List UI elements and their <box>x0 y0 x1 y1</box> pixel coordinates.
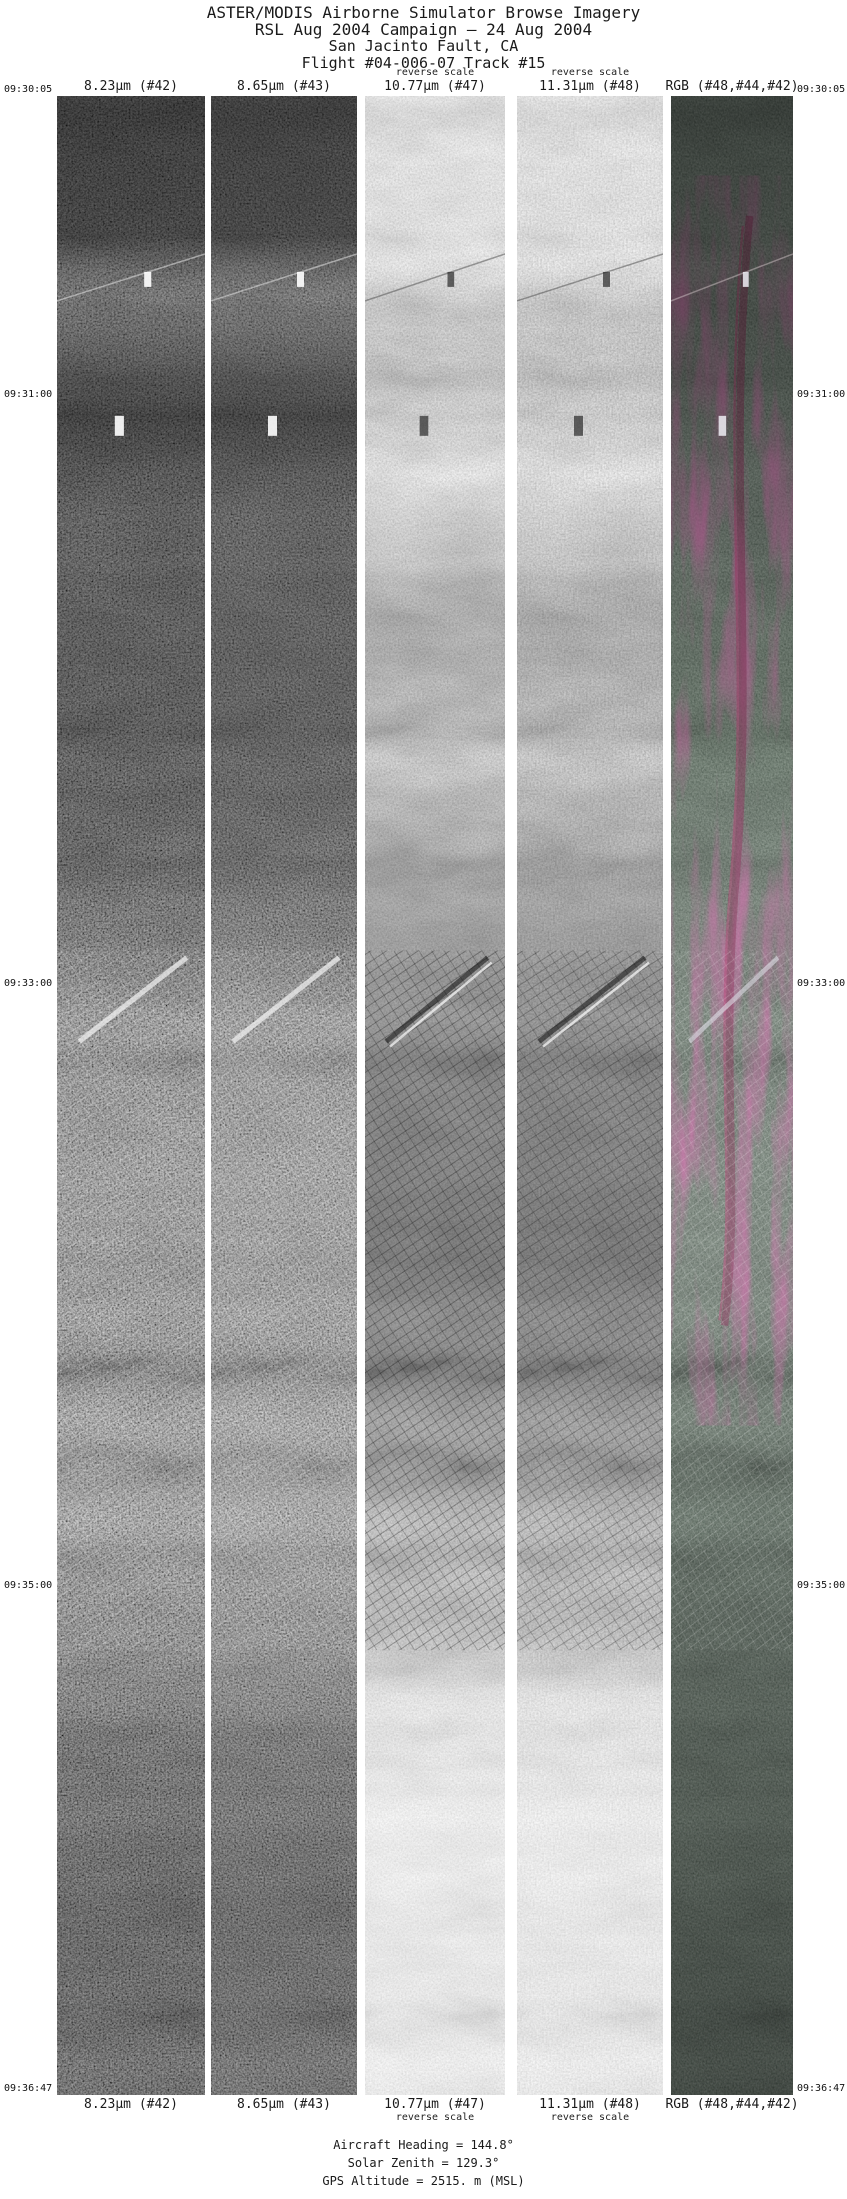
time-label-right-5: 09:36:47 <box>797 2083 846 2094</box>
column-label-top-band48: 11.31µm (#48) <box>539 79 641 94</box>
time-label-left-5: 09:36:47 <box>4 2083 53 2094</box>
city-grid-layer <box>57 950 205 1651</box>
terrain-features <box>365 253 505 1048</box>
site-line: San Jacinto Fault, CA <box>328 37 519 55</box>
column-label-bottom-rgb: RGB (#48,#44,#42) <box>665 2097 799 2112</box>
time-label-right-4: 09:35:00 <box>797 1580 846 1591</box>
city-grid-layer <box>517 950 663 1651</box>
terrain-features <box>211 253 357 1044</box>
strip-image-band43 <box>211 96 357 2095</box>
column-label-bottom-band47: 10.77µm (#47) <box>384 2097 486 2112</box>
terrain-features <box>57 253 205 1044</box>
reverse-scale-note-top-band48: reverse scale <box>550 67 630 78</box>
city-grid-layer <box>211 950 357 1651</box>
time-label-left-4: 09:35:00 <box>4 1580 53 1591</box>
time-label-left-1: 09:30:05 <box>4 84 53 95</box>
strip-image-band48 <box>517 96 663 2095</box>
time-label-left-2: 09:31:00 <box>4 389 53 400</box>
city-grid-layer <box>671 950 793 1651</box>
campaign-line: RSL Aug 2004 Campaign – 24 Aug 2004 <box>254 20 593 39</box>
column-label-bottom-band48: 11.31µm (#48) <box>539 2097 641 2112</box>
column-label-bottom-band43: 8.65µm (#43) <box>237 2097 331 2112</box>
column-label-top-rgb: RGB (#48,#44,#42) <box>665 79 799 94</box>
strip-image-band47 <box>365 96 505 2095</box>
time-label-right-2: 09:31:00 <box>797 389 846 400</box>
column-label-bottom-band42: 8.23µm (#42) <box>84 2097 178 2112</box>
strip-image-band42 <box>57 96 205 2095</box>
footer-solar-zenith: Solar Zenith = 129.3° <box>347 2156 500 2170</box>
terrain-features <box>517 253 663 1048</box>
city-grid-layer <box>365 950 505 1651</box>
column-label-top-band42: 8.23µm (#42) <box>84 79 178 94</box>
reverse-scale-note-bottom-band48: reverse scale <box>550 2112 630 2123</box>
time-label-right-1: 09:30:05 <box>797 84 846 95</box>
strip-image-rgb <box>671 96 793 2095</box>
footer-gps-altitude: GPS Altitude = 2515. m (MSL) <box>322 2174 525 2188</box>
column-label-top-band47: 10.77µm (#47) <box>384 79 486 94</box>
time-label-right-3: 09:33:00 <box>797 978 846 989</box>
reverse-scale-note-bottom-band47: reverse scale <box>395 2112 475 2123</box>
footer-aircraft-heading: Aircraft Heading = 144.8° <box>333 2138 514 2152</box>
page-title: ASTER/MODIS Airborne Simulator Browse Im… <box>206 3 641 22</box>
time-label-left-3: 09:33:00 <box>4 978 53 989</box>
flight-line: Flight #04-006-07 Track #15 <box>301 54 546 72</box>
terrain-features <box>671 253 793 1044</box>
reverse-scale-note-top-band47: reverse scale <box>395 67 475 78</box>
column-label-top-band43: 8.65µm (#43) <box>237 79 331 94</box>
